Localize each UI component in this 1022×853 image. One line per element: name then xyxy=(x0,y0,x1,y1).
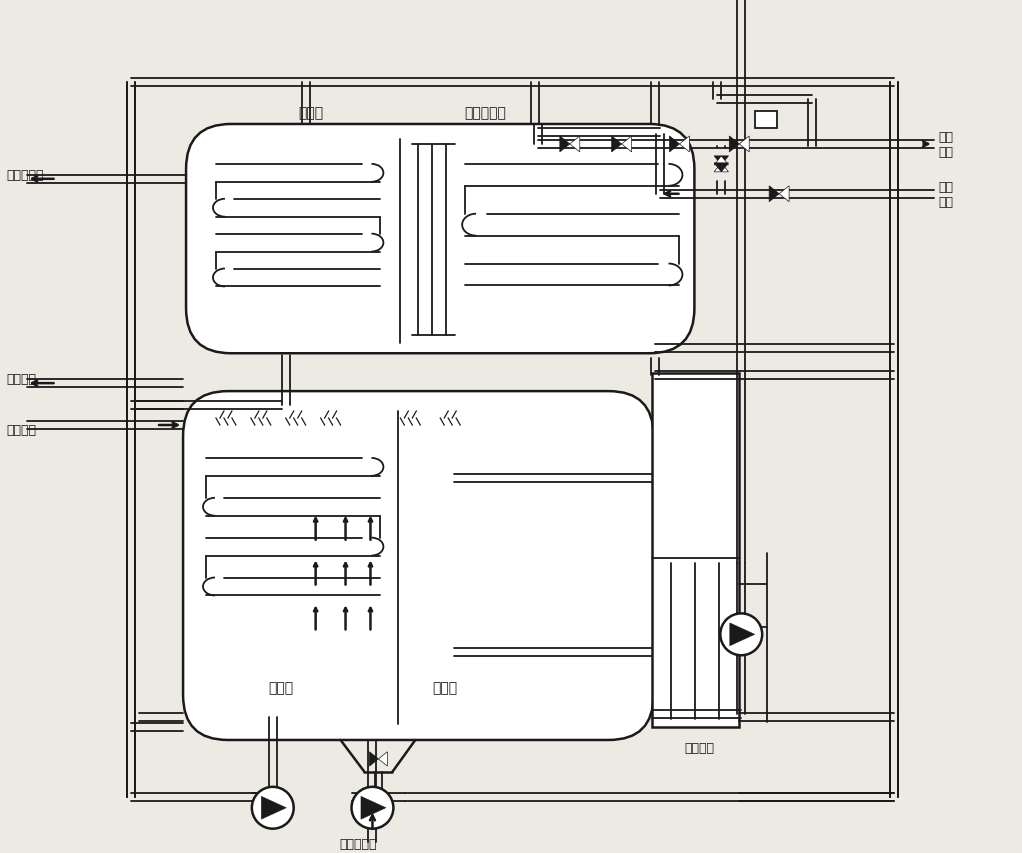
Polygon shape xyxy=(730,136,739,153)
Polygon shape xyxy=(361,797,386,819)
Polygon shape xyxy=(669,136,680,153)
Circle shape xyxy=(352,787,393,829)
Text: 冷却水入口: 冷却水入口 xyxy=(339,837,377,850)
Polygon shape xyxy=(714,164,729,172)
Polygon shape xyxy=(770,187,779,202)
Polygon shape xyxy=(730,623,755,646)
Polygon shape xyxy=(739,136,749,153)
Text: 热交换器: 热交换器 xyxy=(685,741,714,754)
Polygon shape xyxy=(370,751,378,766)
Polygon shape xyxy=(612,136,621,153)
Polygon shape xyxy=(378,751,387,766)
Polygon shape xyxy=(779,187,789,202)
Text: 冷却水出口: 冷却水出口 xyxy=(7,169,44,182)
Text: 热水
入口: 热水 入口 xyxy=(938,181,954,208)
Text: 低温再生器: 低温再生器 xyxy=(464,106,506,120)
Circle shape xyxy=(721,613,762,655)
FancyBboxPatch shape xyxy=(186,125,694,354)
Text: 热水
出口: 热水 出口 xyxy=(938,131,954,159)
Text: 蒸发器: 蒸发器 xyxy=(268,681,293,694)
Text: 冷凝器: 冷凝器 xyxy=(298,106,323,120)
Bar xyxy=(652,374,739,727)
Text: 冷水出口: 冷水出口 xyxy=(7,372,37,386)
Polygon shape xyxy=(714,157,729,165)
Polygon shape xyxy=(570,136,579,153)
Bar xyxy=(755,112,777,129)
Polygon shape xyxy=(714,164,729,172)
Polygon shape xyxy=(560,136,570,153)
Text: 冷水入口: 冷水入口 xyxy=(7,424,37,437)
Polygon shape xyxy=(621,136,632,153)
Text: 吸收器: 吸收器 xyxy=(432,681,458,694)
Polygon shape xyxy=(714,157,729,165)
Polygon shape xyxy=(680,136,690,153)
FancyBboxPatch shape xyxy=(183,392,653,740)
Circle shape xyxy=(251,787,293,829)
Polygon shape xyxy=(262,797,286,819)
